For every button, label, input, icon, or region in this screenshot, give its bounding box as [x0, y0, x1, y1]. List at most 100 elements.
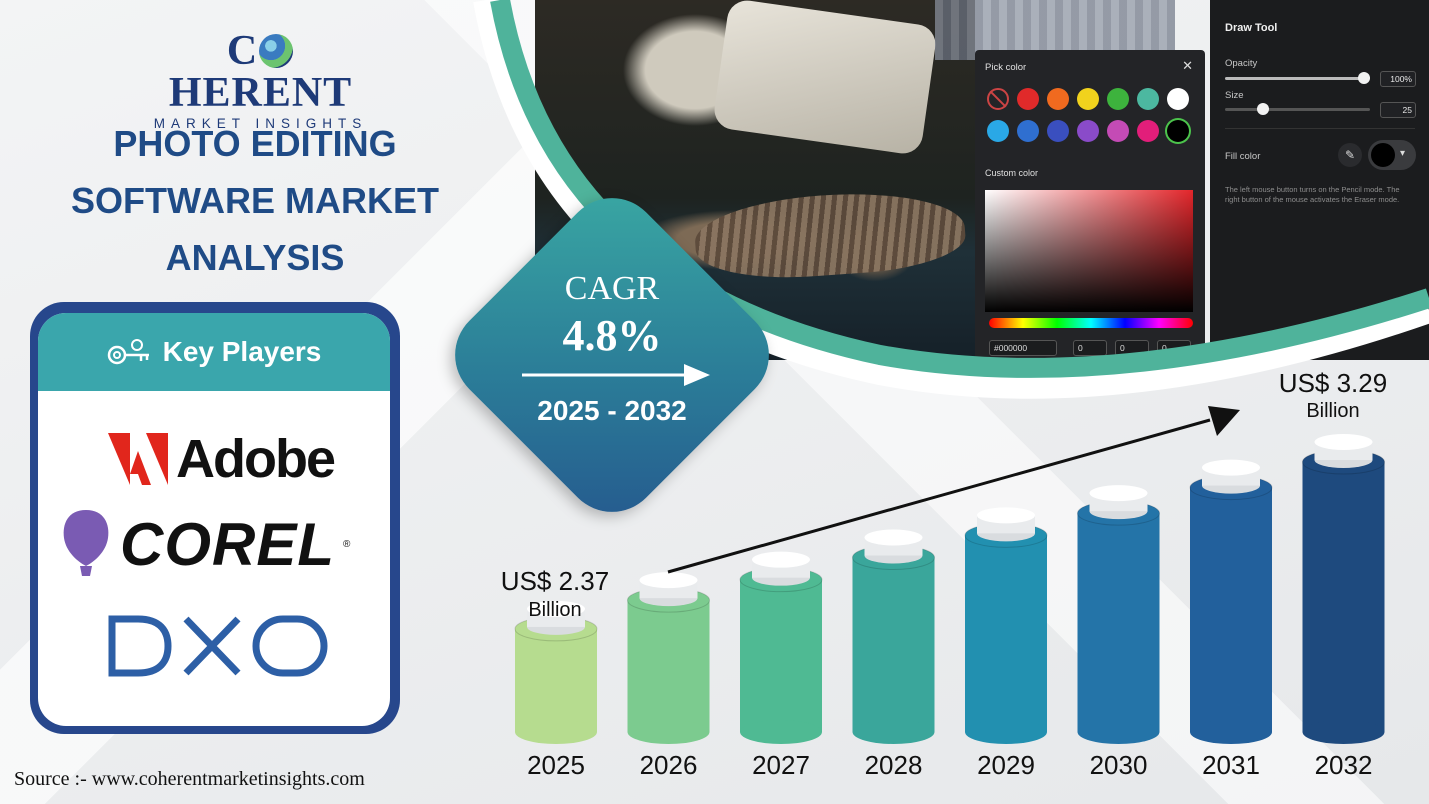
size-slider[interactable] [1225, 108, 1370, 111]
bar-base [1077, 720, 1160, 744]
bar-base [515, 720, 597, 744]
page-title: PHOTO EDITING SOFTWARE MARKET ANALYSIS [50, 115, 460, 286]
registered-mark: ® [343, 538, 351, 550]
color-swatch[interactable] [1047, 120, 1069, 142]
size-input[interactable]: 25 [1380, 102, 1416, 118]
size-slider-thumb[interactable] [1257, 103, 1269, 115]
bar-cap-top [752, 551, 810, 568]
bar-cap-top [639, 572, 698, 589]
color-swatch[interactable] [1137, 88, 1159, 110]
category-label: 2028 [865, 750, 923, 780]
hue-slider[interactable] [989, 318, 1193, 328]
bar [965, 535, 1047, 732]
bar-cap-top [864, 529, 923, 546]
color-swatch[interactable] [987, 120, 1009, 142]
corel-name: COREL [120, 510, 335, 578]
bar-cap-top [977, 507, 1035, 524]
title-line-1: PHOTO EDITING [113, 123, 397, 164]
cagr-value: 4.8% [562, 311, 662, 360]
adobe-mark-icon [108, 433, 168, 485]
size-label: Size [1225, 90, 1244, 101]
source-text: Source :- www.coherentmarketinsights.com [14, 768, 365, 790]
start-value-label: US$ 2.37 [501, 566, 609, 596]
dxo-logotype [108, 615, 328, 677]
color-swatch[interactable] [1017, 120, 1039, 142]
bar [740, 579, 822, 732]
category-label: 2030 [1090, 750, 1148, 780]
arrow-right-icon [522, 364, 710, 386]
color-swatch[interactable] [1107, 120, 1129, 142]
corel-logo: COREL ® [60, 508, 350, 580]
trend-arrow-head [1208, 406, 1240, 436]
market-size-chart: 2025 2026 2027 2028 2029 2030 2031 2032 US$ 2.37… [501, 368, 1387, 780]
cagr-content: CAGR 4.8% 2025 - 2032 [487, 230, 737, 480]
bar [627, 600, 710, 732]
divider [1225, 128, 1415, 129]
bar-base [965, 720, 1047, 744]
bar [1190, 487, 1272, 732]
cagr-label: CAGR [564, 270, 660, 307]
eyedropper-icon[interactable]: ✎ [1338, 143, 1362, 167]
bar-cap-top [1202, 459, 1260, 476]
category-label: 2029 [977, 750, 1035, 780]
key-players-header: Key Players [38, 313, 390, 391]
trend-arrow-line [667, 418, 1211, 574]
color-swatch[interactable] [1107, 88, 1129, 110]
category-label: 2026 [640, 750, 698, 780]
bar-base [1190, 720, 1272, 744]
bar [852, 557, 935, 732]
adobe-logo: Adobe [108, 428, 336, 490]
key-players-heading: Key Players [162, 336, 322, 367]
bar-base [740, 720, 822, 744]
close-icon[interactable]: ✕ [1182, 58, 1193, 73]
red-input[interactable]: 0 [1073, 340, 1107, 356]
draw-tool-title: Draw Tool [1225, 22, 1278, 34]
bar-base [1302, 720, 1385, 744]
color-swatch[interactable] [1077, 88, 1099, 110]
help-text: The left mouse button turns on the Penci… [1225, 185, 1400, 204]
start-unit-label: Billion [528, 599, 581, 621]
fill-color-button[interactable]: ▾ [1368, 140, 1416, 170]
dxo-logo [108, 615, 328, 682]
bar-base [627, 720, 710, 744]
opacity-slider-thumb[interactable] [1358, 72, 1370, 84]
no-color-icon[interactable] [987, 88, 1009, 110]
opacity-input[interactable]: 100% [1380, 71, 1416, 87]
cagr-period: 2025 - 2032 [537, 395, 687, 426]
custom-color-label: Custom color [985, 168, 1039, 178]
color-swatch[interactable] [1137, 120, 1159, 142]
adobe-name: Adobe [176, 429, 336, 489]
color-swatch[interactable] [1047, 88, 1069, 110]
bar-cap-top [1089, 485, 1148, 502]
color-swatch[interactable] [1077, 120, 1099, 142]
pick-color-dialog: Pick color ✕ Custom color #000000 0 0 0 … [975, 50, 1205, 370]
opacity-slider[interactable] [1225, 77, 1370, 80]
balloon-icon [63, 510, 109, 576]
color-gradient-picker[interactable] [985, 190, 1193, 312]
color-swatch[interactable] [1017, 88, 1039, 110]
brand-tagline: MARKET INSIGHTS [153, 116, 368, 131]
end-unit-label: Billion [1306, 400, 1359, 422]
brand-logo: CHERENT MARKET INSIGHTS [138, 30, 383, 131]
bar-base [852, 720, 935, 744]
key-icon [107, 339, 149, 365]
key-players-panel: Key Players Adobe COREL ® [38, 313, 390, 726]
brand-name: CHERENT [168, 28, 353, 116]
fill-color-swatch [1371, 143, 1395, 167]
category-label: 2032 [1315, 750, 1373, 780]
end-value-label: US$ 3.29 [1279, 368, 1387, 398]
fill-color-label: Fill color [1225, 151, 1261, 162]
bar-cap-top [527, 600, 585, 617]
pick-color-label: Pick color [985, 62, 1027, 73]
hex-input[interactable]: #000000 [989, 340, 1057, 356]
category-label: 2031 [1202, 750, 1260, 780]
title-line-2: SOFTWARE MARKET [71, 180, 439, 221]
title-line-3: ANALYSIS [165, 237, 345, 278]
color-swatch[interactable] [1167, 88, 1189, 110]
category-label: 2027 [752, 750, 810, 780]
color-swatch[interactable] [1167, 120, 1189, 142]
opacity-label: Opacity [1225, 58, 1258, 69]
bar [515, 628, 597, 732]
bar-cap-top [1314, 434, 1373, 450]
